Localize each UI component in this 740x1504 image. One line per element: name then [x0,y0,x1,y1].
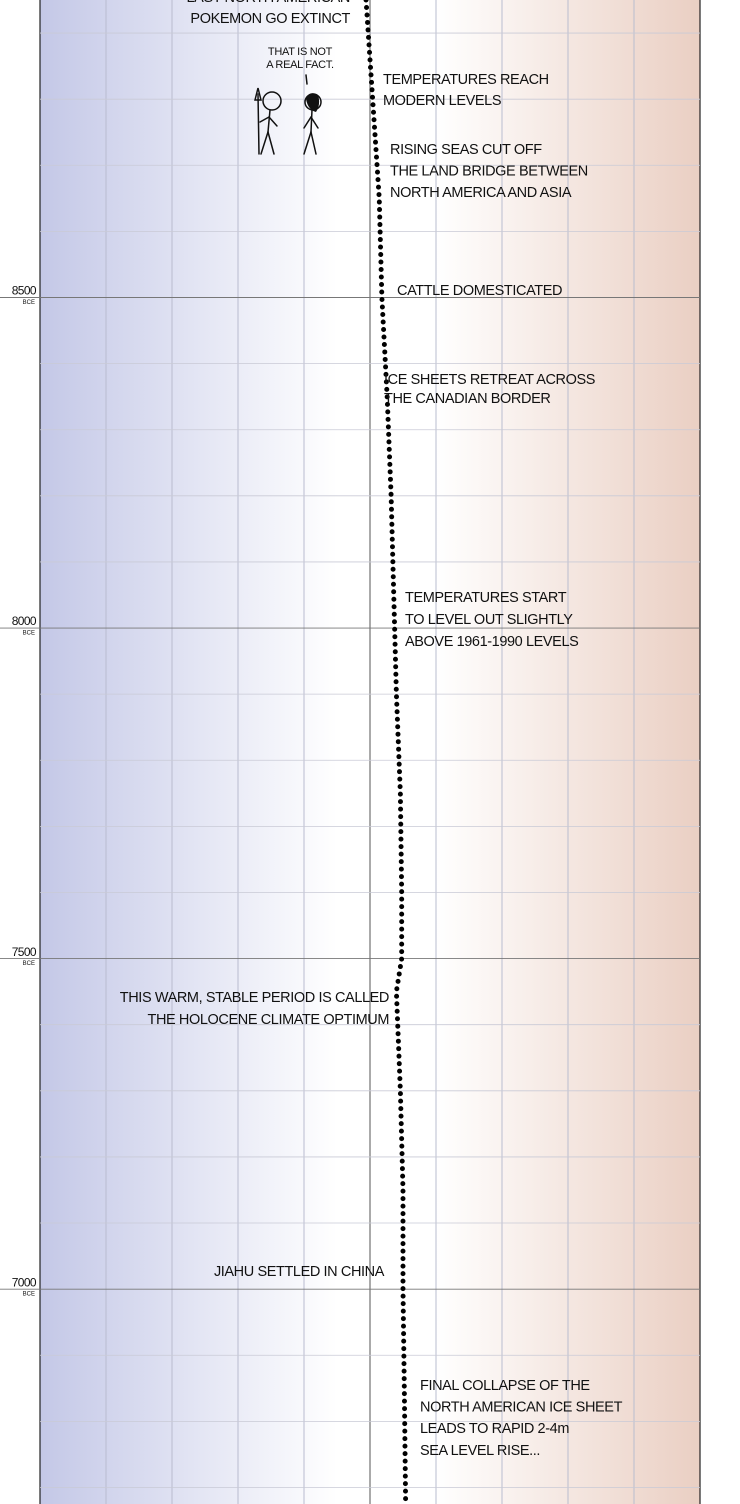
y-tick-era: BCE [23,961,35,967]
annotation: FINAL COLLAPSE OF THE [420,1378,590,1394]
y-tick-label: 8000 [12,614,37,628]
annotation: CATTLE DOMESTICATED [397,283,562,299]
stick-figures [254,74,322,155]
annotation: POKEMON GO EXTINCT [190,11,350,27]
annotation: JIAHU SETTLED IN CHINA [214,1264,385,1280]
grid [0,0,701,1504]
annotation: MODERN LEVELS [383,93,501,109]
y-tick-label: 8500 [12,284,37,298]
annotations: LAST NORTH AMERICAN POKEMON GO EXTINCT THA… [120,0,623,1459]
annotation: THE LAND BRIDGE BETWEEN [390,163,588,179]
tick-labels: 8500 BCE 8000 BCE 7500 BCE 7000 BCE [12,284,38,1298]
y-tick-era: BCE [23,631,35,637]
annotation: TEMPERATURES REACH [383,72,549,88]
annotation: THIS WARM, STABLE PERIOD IS CALLED [120,990,389,1006]
y-tick-era: BCE [23,1292,35,1298]
annotation: THE CANADIAN BORDER [384,391,550,407]
annotation: LEADS TO RAPID 2-4m [420,1421,569,1437]
annotation: ICE SHEETS RETREAT ACROSS [384,372,595,388]
annotation: THAT IS NOT [268,46,333,58]
temperature-line [363,0,409,1504]
annotation: THE HOLOCENE CLIMATE OPTIMUM [148,1012,390,1028]
annotation: ABOVE 1961-1990 LEVELS [405,634,578,650]
annotation: LAST NORTH AMERICAN [187,0,350,6]
annotation: A REAL FACT. [266,59,334,71]
annotation: RISING SEAS CUT OFF [390,142,542,158]
y-tick-label: 7000 [12,1275,37,1289]
annotation: TEMPERATURES START [405,590,567,606]
annotation: NORTH AMERICA AND ASIA [390,185,572,201]
y-tick-label: 7500 [12,945,37,959]
annotation: TO LEVEL OUT SLIGHTLY [405,612,573,628]
y-tick-era: BCE [23,300,35,306]
annotation: SEA LEVEL RISE... [420,1443,540,1459]
annotation: NORTH AMERICAN ICE SHEET [420,1400,623,1416]
line-layer [363,0,409,1504]
